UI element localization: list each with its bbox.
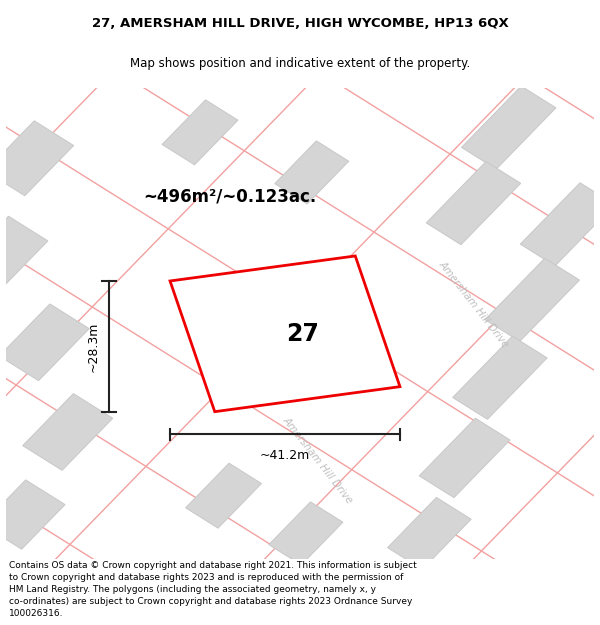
Polygon shape [419,418,510,498]
Text: Amersham Hill Drive: Amersham Hill Drive [437,259,510,350]
Polygon shape [0,121,74,196]
Text: Map shows position and indicative extent of the property.: Map shows position and indicative extent… [130,57,470,70]
Polygon shape [170,256,400,412]
Polygon shape [23,394,113,471]
Text: ~28.3m: ~28.3m [87,321,100,371]
Polygon shape [485,258,580,341]
Polygon shape [275,141,349,204]
Text: ~496m²/~0.123ac.: ~496m²/~0.123ac. [143,187,316,205]
Text: 27: 27 [286,322,319,346]
Polygon shape [0,216,48,299]
Text: ~41.2m: ~41.2m [260,449,310,462]
Polygon shape [185,463,262,528]
Polygon shape [461,86,556,169]
Polygon shape [452,336,547,419]
Text: 27, AMERSHAM HILL DRIVE, HIGH WYCOMBE, HP13 6QX: 27, AMERSHAM HILL DRIVE, HIGH WYCOMBE, H… [92,17,508,30]
Text: Amersham Hill Drive: Amersham Hill Drive [281,415,355,506]
Polygon shape [0,480,65,549]
Polygon shape [0,304,89,381]
Polygon shape [162,100,238,165]
Polygon shape [520,182,600,266]
Polygon shape [426,161,521,244]
Text: Contains OS data © Crown copyright and database right 2021. This information is : Contains OS data © Crown copyright and d… [9,561,417,618]
Polygon shape [388,498,471,569]
Polygon shape [269,502,343,565]
